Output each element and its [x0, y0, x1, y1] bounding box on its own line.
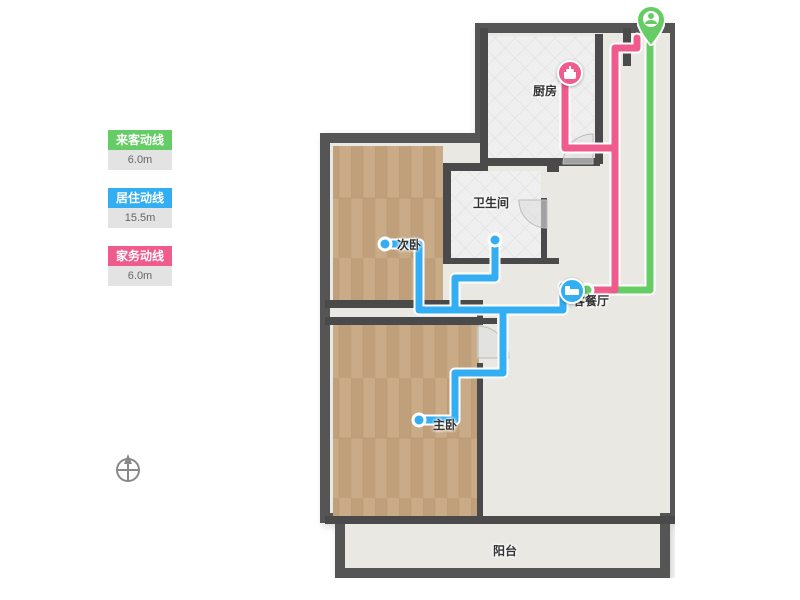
chores-badge-icon: [557, 60, 583, 86]
entry-pin-icon: [637, 6, 665, 51]
room-label-kitchen: 厨房: [533, 82, 557, 99]
floor-plan: 厨房卫生间次卧客餐厅主卧阳台: [255, 18, 675, 578]
legend-item-guest: 来客动线 6.0m: [108, 130, 172, 170]
legend-value: 6.0m: [108, 150, 172, 170]
compass-icon: [110, 450, 146, 486]
legend-label: 居住动线: [108, 188, 172, 208]
legend-value: 6.0m: [108, 266, 172, 286]
room-label-bathroom: 卫生间: [473, 194, 509, 211]
living-badge-icon: [559, 278, 585, 304]
legend-label: 来客动线: [108, 130, 172, 150]
legend-value: 15.5m: [108, 208, 172, 228]
legend-item-chores: 家务动线 6.0m: [108, 246, 172, 286]
room-label-balcony: 阳台: [493, 542, 517, 559]
legend: 来客动线 6.0m 居住动线 15.5m 家务动线 6.0m: [108, 130, 172, 304]
room-label-bedroom1: 主卧: [433, 416, 457, 433]
legend-item-living: 居住动线 15.5m: [108, 188, 172, 228]
legend-label: 家务动线: [108, 246, 172, 266]
room-label-bedroom2: 次卧: [397, 236, 421, 253]
